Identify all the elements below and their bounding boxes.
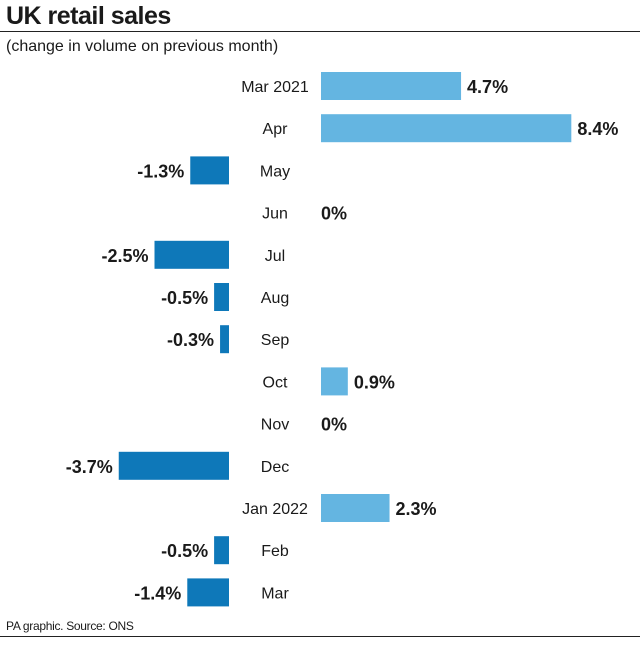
bar bbox=[214, 283, 229, 311]
category-label: Sep bbox=[261, 332, 290, 349]
bar-row: Jan 2022 2.3% bbox=[242, 494, 437, 522]
value-label: -1.3% bbox=[137, 161, 184, 181]
bar bbox=[214, 536, 229, 565]
value-label: 0.9% bbox=[354, 372, 395, 392]
bar-row: Jun 0% bbox=[262, 204, 347, 224]
bar-row: Sep -0.3% bbox=[167, 325, 290, 354]
category-label: Nov bbox=[261, 417, 289, 434]
bar bbox=[187, 578, 229, 607]
bar bbox=[154, 240, 229, 269]
bar-row: Nov 0% bbox=[261, 415, 347, 435]
category-label: Apr bbox=[263, 121, 289, 138]
bar bbox=[321, 367, 348, 396]
value-label: -0.5% bbox=[161, 288, 208, 308]
value-label: -0.3% bbox=[167, 330, 214, 350]
bar-row: May -1.3% bbox=[137, 156, 290, 185]
bottom-divider bbox=[0, 636, 640, 637]
value-label: -0.5% bbox=[161, 541, 208, 561]
category-label: Jun bbox=[262, 206, 288, 223]
bar bbox=[118, 451, 229, 480]
value-label: 0% bbox=[321, 415, 347, 435]
value-label: 8.4% bbox=[577, 119, 618, 139]
value-label: 2.3% bbox=[396, 499, 437, 519]
title-divider bbox=[0, 31, 640, 32]
category-label: Jan 2022 bbox=[242, 501, 308, 518]
value-label: -1.4% bbox=[134, 583, 181, 603]
value-label: 0% bbox=[321, 204, 347, 224]
source-note: PA graphic. Source: ONS bbox=[6, 619, 134, 633]
category-label: Mar bbox=[261, 585, 289, 602]
category-label: Jul bbox=[265, 248, 285, 265]
bar-row: Mar -1.4% bbox=[134, 578, 289, 607]
chart-title: UK retail sales bbox=[6, 2, 171, 30]
bar-row: Feb -0.5% bbox=[161, 536, 289, 565]
bar-row: Dec -3.7% bbox=[66, 451, 289, 480]
bar-row: Mar 2021 4.7% bbox=[241, 72, 508, 100]
chart-subtitle: (change in volume on previous month) bbox=[6, 38, 279, 55]
bar-row: Oct 0.9% bbox=[263, 367, 395, 396]
category-label: Mar 2021 bbox=[241, 79, 309, 96]
bar-row: Aug -0.5% bbox=[161, 283, 289, 311]
value-label: -3.7% bbox=[66, 457, 113, 477]
bar bbox=[321, 114, 572, 143]
bar bbox=[321, 72, 462, 100]
category-label: Oct bbox=[263, 374, 288, 391]
bar-row: Jul -2.5% bbox=[101, 240, 285, 269]
value-label: -2.5% bbox=[101, 246, 148, 266]
bar bbox=[190, 156, 229, 185]
category-label: Dec bbox=[261, 459, 289, 476]
bar-row: Apr 8.4% bbox=[263, 114, 618, 143]
bar bbox=[321, 494, 390, 522]
value-label: 4.7% bbox=[467, 77, 508, 97]
bar bbox=[220, 325, 229, 354]
category-label: Aug bbox=[261, 290, 289, 307]
category-label: May bbox=[260, 163, 290, 180]
category-label: Feb bbox=[261, 543, 289, 560]
